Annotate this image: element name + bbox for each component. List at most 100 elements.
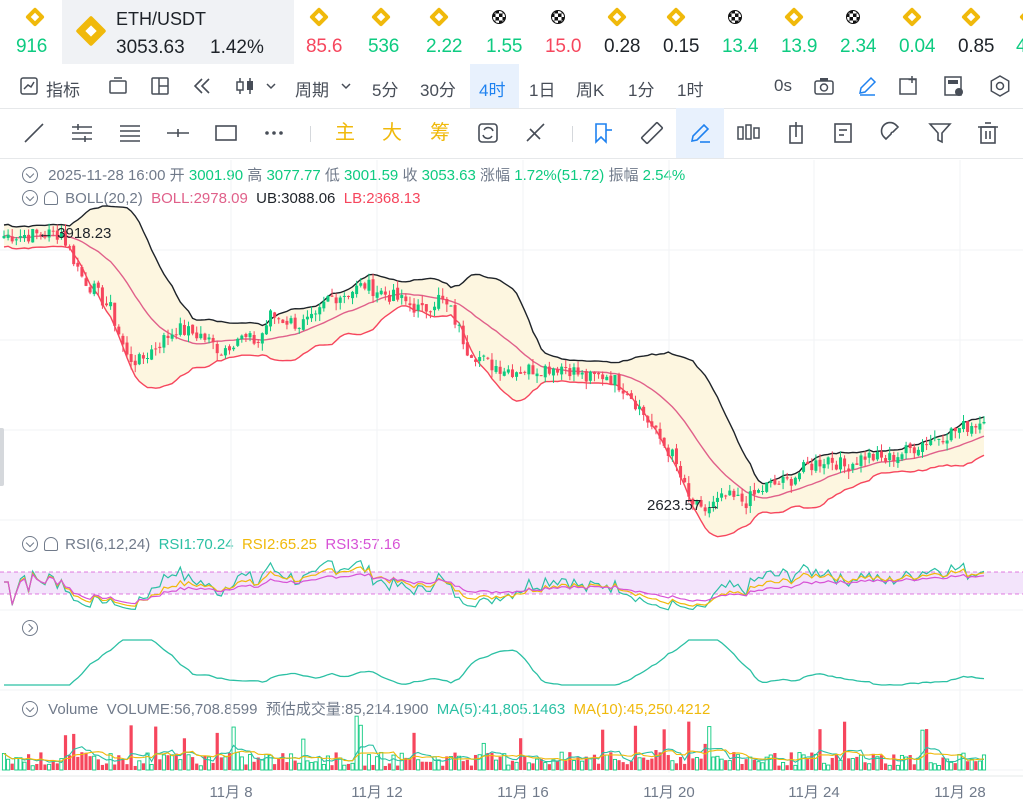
- candles-icon[interactable]: [736, 121, 760, 145]
- settings-icon[interactable]: [989, 75, 1011, 97]
- brush-icon[interactable]: [688, 121, 712, 145]
- filter-icon[interactable]: [928, 121, 952, 145]
- volume-bar: [596, 763, 601, 770]
- trash-icon[interactable]: [976, 121, 1000, 145]
- chevron-down-icon[interactable]: [341, 81, 351, 91]
- candle-body: [310, 313, 314, 319]
- collapse-icon[interactable]: [22, 167, 38, 183]
- high-annotation: ← 3918.23: [38, 225, 111, 242]
- candle-body: [170, 334, 174, 339]
- large-order-button[interactable]: 大: [382, 122, 402, 144]
- bell-icon[interactable]: [44, 191, 58, 205]
- candle-body: [806, 461, 810, 465]
- volume-bar: [617, 760, 621, 770]
- candle-body: [843, 458, 847, 467]
- interval-5m[interactable]: 5分: [372, 81, 399, 100]
- more-tools-icon[interactable]: [262, 121, 286, 145]
- rsi3-line: [4, 573, 985, 607]
- volume-bar: [785, 765, 789, 770]
- volume-bar: [834, 753, 838, 770]
- candle-body: [625, 393, 629, 395]
- volume-bar: [601, 729, 605, 770]
- interval-1m[interactable]: 1分: [628, 81, 655, 100]
- note-icon[interactable]: [832, 121, 856, 145]
- collapse-icon[interactable]: [22, 701, 38, 717]
- ruler-icon[interactable]: [640, 121, 664, 145]
- interval-1h[interactable]: 1时: [677, 81, 704, 100]
- calculator-icon[interactable]: [943, 75, 965, 97]
- channel-tool-icon[interactable]: [118, 121, 142, 145]
- volume-bar: [847, 758, 851, 770]
- bookmark-icon[interactable]: [592, 121, 616, 145]
- active-pair-tab[interactable]: ETH/USDT 3053.63 1.42%: [62, 0, 294, 64]
- candle-body: [236, 338, 240, 346]
- candle-body: [666, 447, 670, 456]
- parallel-tool-icon[interactable]: [70, 121, 94, 145]
- volume-bar: [14, 757, 19, 771]
- interval-1d[interactable]: 1日: [529, 81, 556, 100]
- volume-bar: [244, 764, 248, 770]
- chip-distribution-button[interactable]: 筹: [430, 122, 450, 144]
- collapse-icon[interactable]: [22, 536, 38, 552]
- candle-body: [515, 372, 519, 377]
- interval-1w[interactable]: 周K: [576, 81, 605, 100]
- candle-body: [925, 444, 929, 446]
- volume-bar: [953, 763, 957, 770]
- volume-bar: [531, 763, 535, 770]
- bell-icon[interactable]: [44, 537, 58, 551]
- volume-bar: [256, 757, 260, 770]
- candle-body: [970, 426, 974, 434]
- main-indicator-button[interactable]: 主: [335, 122, 355, 144]
- candle-body: [228, 346, 232, 351]
- add-window-icon[interactable]: [898, 76, 920, 96]
- expand-icon[interactable]: [22, 620, 38, 636]
- candle-body: [96, 282, 100, 288]
- candle-body: [642, 406, 646, 415]
- period-button[interactable]: 周期: [295, 81, 329, 100]
- close-value: 3053.63: [421, 167, 476, 184]
- candle-body: [199, 333, 203, 339]
- candle-body: [469, 355, 473, 358]
- drawing-toolbar: 主 大 筹: [0, 108, 1023, 159]
- candle-body: [826, 457, 830, 465]
- crosshair-icon[interactable]: [524, 121, 548, 145]
- candle-body: [564, 367, 568, 369]
- layout-icon[interactable]: [108, 77, 128, 95]
- candle-body: [318, 307, 322, 315]
- magnet-icon[interactable]: [880, 121, 904, 145]
- sync-icon[interactable]: [476, 121, 500, 145]
- camera-icon[interactable]: [813, 77, 835, 95]
- candle-body: [223, 348, 227, 356]
- collapse-icon[interactable]: [22, 190, 38, 206]
- candle-body: [424, 304, 428, 312]
- horizontal-tool-icon[interactable]: [166, 121, 190, 145]
- checker-icon: [846, 10, 860, 24]
- interval-4h[interactable]: 4时: [479, 81, 506, 100]
- candle-body: [945, 440, 949, 444]
- rsi-label[interactable]: RSI(6,12,24): [65, 536, 151, 553]
- volume-label[interactable]: Volume: [48, 701, 99, 718]
- volume-bar: [580, 760, 585, 771]
- candle-body: [367, 279, 371, 291]
- candle-body: [539, 375, 543, 377]
- rect-tool-icon[interactable]: [214, 121, 238, 145]
- candle-body: [314, 313, 318, 315]
- volume-bar: [571, 760, 577, 771]
- rsi3-value: RSI3:57.16: [325, 536, 401, 553]
- line-tool-icon[interactable]: [22, 121, 46, 145]
- left-drag-handle[interactable]: [0, 428, 4, 486]
- chart-icon[interactable]: [20, 77, 38, 95]
- chevron-down-icon[interactable]: [266, 81, 276, 91]
- candle-body: [601, 374, 605, 380]
- candle-type-icon[interactable]: [235, 76, 261, 96]
- volume-value: VOLUME:56,708.8599: [106, 701, 258, 718]
- grid-icon[interactable]: [150, 77, 170, 95]
- pen-icon[interactable]: [857, 76, 877, 96]
- candle-body: [346, 295, 350, 297]
- interval-30m[interactable]: 30分: [420, 81, 456, 100]
- x-tick-label: 11月 20: [643, 784, 694, 801]
- boll-label[interactable]: BOLL(20,2): [65, 190, 143, 207]
- replay-icon[interactable]: [192, 77, 214, 95]
- position-icon[interactable]: [784, 121, 808, 145]
- indicator-button[interactable]: 指标: [46, 81, 80, 100]
